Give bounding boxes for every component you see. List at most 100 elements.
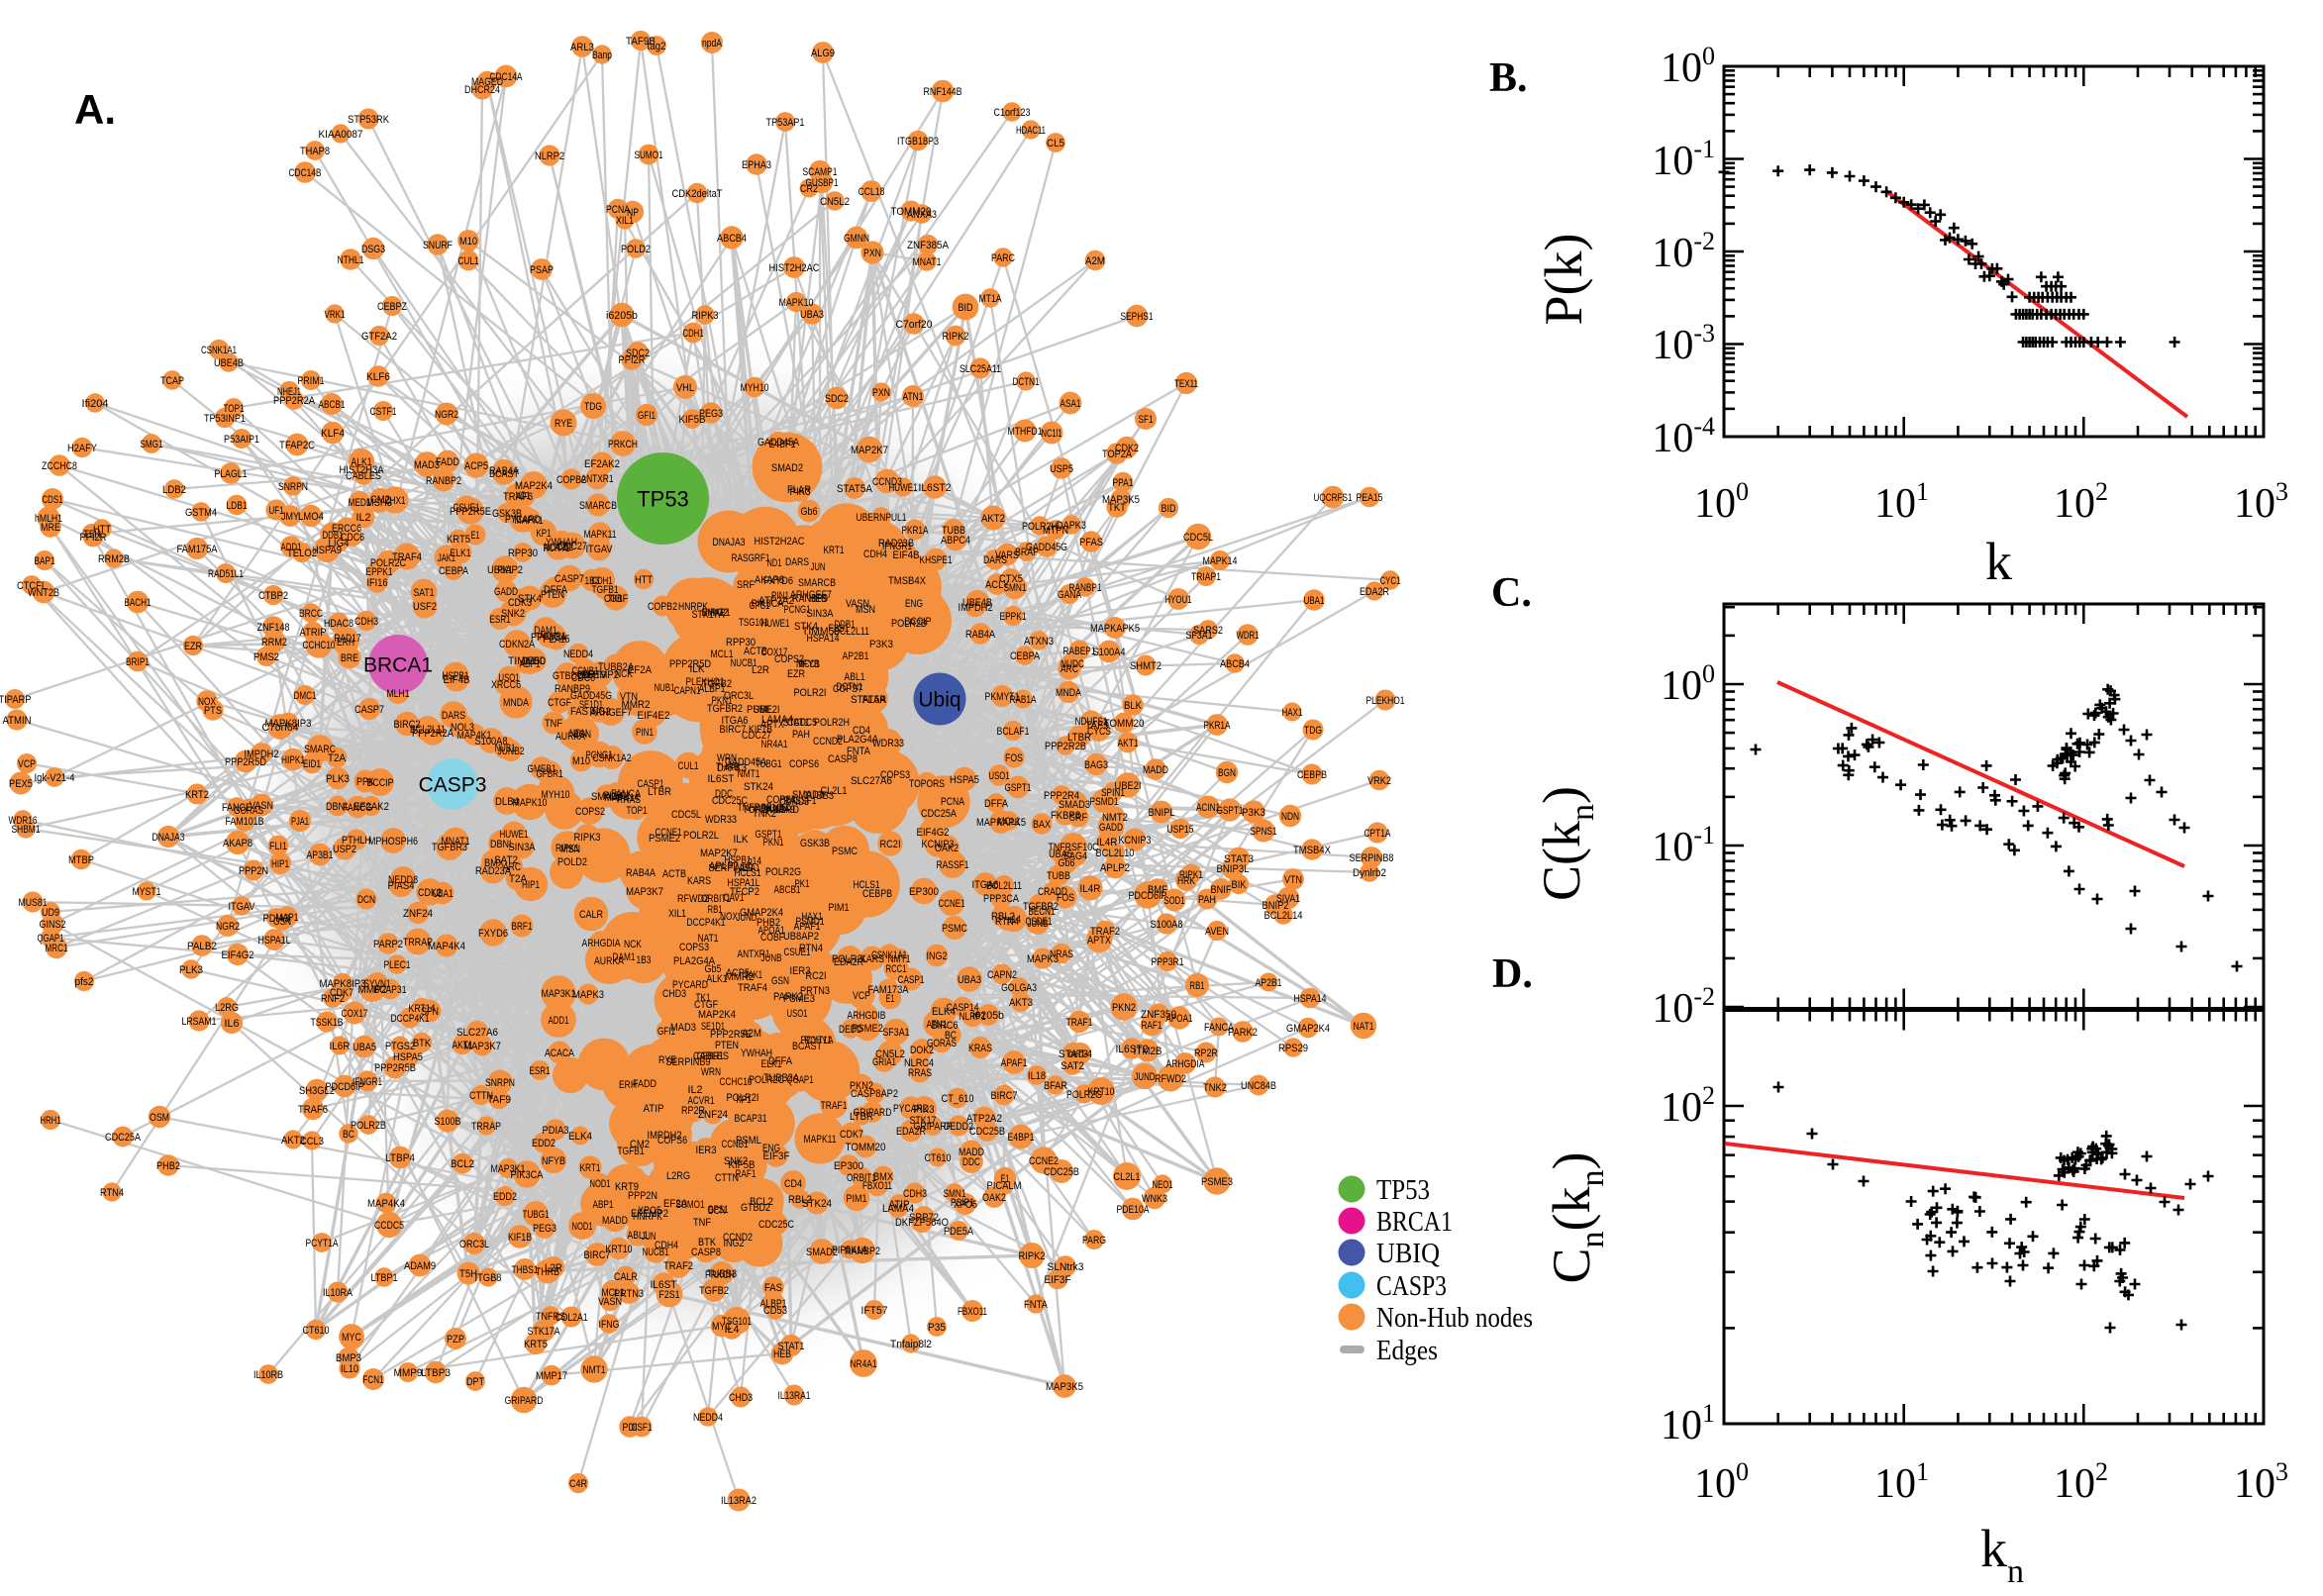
svg-text:RYE: RYE: [555, 418, 572, 430]
svg-text:PRKCH: PRKCH: [705, 1269, 735, 1281]
svg-text:SMG1: SMG1: [141, 439, 163, 450]
svg-text:GANA: GANA: [1058, 589, 1081, 601]
svg-text:ANXA3: ANXA3: [907, 209, 937, 221]
svg-text:BCL2L11: BCL2L11: [410, 724, 446, 736]
svg-text:PRIM1: PRIM1: [298, 375, 325, 387]
svg-text:CALR: CALR: [614, 1271, 638, 1283]
svg-text:FAS: FAS: [764, 1282, 782, 1294]
svg-text:PZP: PZP: [447, 1334, 464, 1346]
svg-text:ZNF350: ZNF350: [1141, 1009, 1176, 1021]
svg-text:CCNE2: CCNE2: [1029, 1155, 1059, 1167]
svg-text:NEDD8: NEDD8: [388, 874, 418, 886]
svg-text:PCNA: PCNA: [941, 796, 965, 808]
svg-text:TRRAP: TRRAP: [471, 1121, 501, 1133]
svg-text:IFNG: IFNG: [599, 1319, 620, 1331]
svg-text:TUBG1: TUBG1: [523, 1209, 550, 1221]
svg-text:AP2B1: AP2B1: [843, 650, 869, 662]
svg-text:RANBP9: RANBP9: [555, 683, 590, 695]
svg-text:USP5: USP5: [1050, 463, 1073, 475]
svg-text:CYC1: CYC1: [1380, 575, 1401, 587]
svg-text:TMSB4X: TMSB4X: [888, 575, 927, 587]
svg-text:POLR2H: POLR2H: [814, 717, 850, 729]
svg-text:CDK7: CDK7: [840, 1129, 863, 1141]
svg-text:MRC1: MRC1: [46, 943, 68, 954]
svg-text:pfs2: pfs2: [75, 976, 94, 988]
svg-text:HIST2H2AC: HIST2H2AC: [755, 536, 805, 548]
svg-text:SRF: SRF: [737, 579, 755, 591]
svg-text:TNK2: TNK2: [1203, 1082, 1227, 1094]
svg-text:KCNIP3: KCNIP3: [1119, 835, 1152, 847]
svg-text:NEO1: NEO1: [1153, 1179, 1173, 1191]
svg-text:CCDC5: CCDC5: [374, 1220, 404, 1232]
svg-text:COPS3: COPS3: [679, 942, 709, 953]
svg-text:FANCG: FANCG: [343, 802, 372, 814]
svg-text:SUMO1: SUMO1: [635, 150, 663, 161]
svg-text:LRSAM1: LRSAM1: [182, 1016, 217, 1028]
svg-text:HSPA14: HSPA14: [807, 633, 840, 645]
svg-text:PPP2N: PPP2N: [239, 865, 268, 877]
svg-text:TRAF1: TRAF1: [821, 1100, 848, 1112]
svg-text:L2RG: L2RG: [666, 1170, 690, 1182]
svg-text:WDR33: WDR33: [705, 814, 737, 826]
svg-text:CTBP2: CTBP2: [258, 590, 288, 602]
svg-text:AURKA: AURKA: [556, 731, 586, 743]
svg-text:ING2: ING2: [590, 706, 611, 718]
svg-text:PIM1: PIM1: [847, 1193, 867, 1205]
svg-text:NEDD4: NEDD4: [693, 1412, 723, 1424]
svg-text:NOD1: NOD1: [590, 1178, 611, 1190]
svg-text:SRP72: SRP72: [909, 1212, 939, 1224]
svg-text:EDA2R: EDA2R: [1360, 586, 1389, 598]
svg-text:SIN3A: SIN3A: [509, 842, 537, 853]
svg-text:k: k: [1985, 532, 2012, 591]
svg-text:E4BP1: E4BP1: [1008, 1132, 1035, 1144]
svg-text:SARS2: SARS2: [1193, 625, 1223, 637]
svg-text:HUWE1: HUWE1: [500, 829, 529, 841]
svg-text:PHB2: PHB2: [156, 1160, 180, 1172]
svg-text:MYH10: MYH10: [542, 789, 570, 801]
svg-text:MADD: MADD: [1143, 764, 1168, 776]
svg-text:POLR2I: POLR2I: [794, 687, 827, 699]
svg-text:CYCS: CYCS: [1087, 726, 1111, 738]
svg-text:MAP4K1: MAP4K1: [457, 730, 492, 742]
svg-text:VRK1: VRK1: [325, 309, 346, 321]
svg-text:RASGRF1: RASGRF1: [732, 552, 770, 564]
svg-text:COPS6: COPS6: [657, 1135, 687, 1147]
svg-text:HSPB1: HSPB1: [443, 670, 469, 682]
svg-text:APAF1: APAF1: [1001, 1057, 1028, 1069]
svg-text:EZR: EZR: [787, 668, 805, 680]
svg-text:MSN: MSN: [560, 844, 580, 855]
svg-text:BRE: BRE: [341, 652, 358, 664]
svg-text:AURKA: AURKA: [594, 955, 625, 967]
svg-text:ACACA: ACACA: [545, 1047, 575, 1059]
svg-text:BID: BID: [1162, 503, 1176, 515]
svg-text:CASP8: CASP8: [691, 1247, 721, 1258]
svg-text:CDH3: CDH3: [354, 616, 378, 628]
svg-text:TRAF4: TRAF4: [738, 982, 767, 994]
svg-text:GFI1: GFI1: [657, 1026, 675, 1038]
svg-text:HTT: HTT: [635, 574, 653, 586]
svg-text:COPS7: COPS7: [833, 683, 862, 695]
svg-text:PARG: PARG: [1082, 1235, 1106, 1247]
svg-text:CCL18: CCL18: [858, 186, 885, 198]
svg-text:PPP2N: PPP2N: [628, 1190, 657, 1202]
svg-text:TELO2: TELO2: [287, 548, 317, 559]
svg-text:PKR1A: PKR1A: [1204, 720, 1231, 732]
svg-text:CEBPB: CEBPB: [862, 888, 892, 900]
svg-text:SLC27A6: SLC27A6: [456, 1027, 498, 1039]
svg-text:BRF1: BRF1: [512, 921, 533, 933]
svg-text:KIF1B: KIF1B: [508, 1232, 532, 1244]
svg-text:STK17: STK17: [910, 1115, 937, 1127]
svg-text:TNK2: TNK2: [753, 808, 776, 820]
svg-text:ACVR1: ACVR1: [540, 631, 566, 643]
svg-text:MAP4K4: MAP4K4: [428, 941, 465, 952]
svg-text:MYH10: MYH10: [741, 382, 769, 394]
svg-text:PDE10A: PDE10A: [1117, 1204, 1151, 1216]
svg-text:AKAP8: AKAP8: [223, 838, 252, 849]
svg-text:CSDE1: CSDE1: [1026, 916, 1053, 928]
svg-text:FADD: FADD: [436, 456, 459, 468]
svg-text:CASP7: CASP7: [354, 704, 384, 716]
svg-text:CAPN1: CAPN1: [674, 685, 701, 697]
svg-text:RAD17: RAD17: [335, 633, 361, 645]
svg-text:CDC14B: CDC14B: [289, 167, 322, 179]
svg-text:GSK3B: GSK3B: [800, 838, 830, 849]
